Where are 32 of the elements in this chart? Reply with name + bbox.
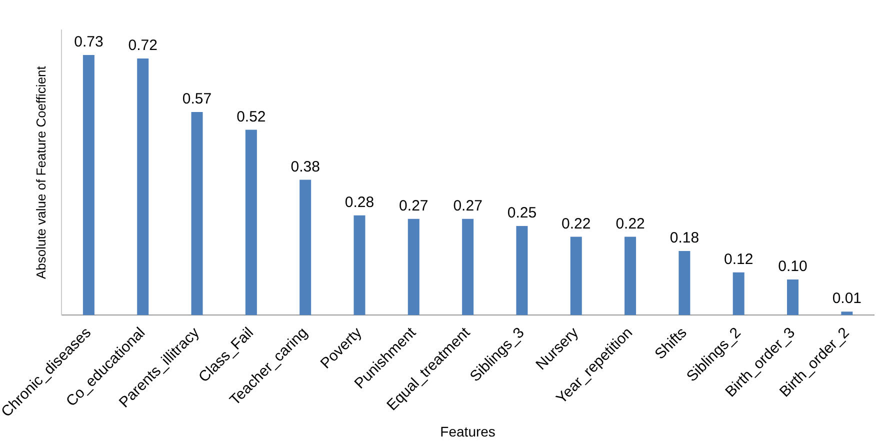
bar xyxy=(137,58,149,316)
bar xyxy=(191,112,203,316)
bar xyxy=(354,215,366,316)
bar xyxy=(300,180,312,316)
data-label: 0.27 xyxy=(399,198,428,215)
data-label: 0.01 xyxy=(832,290,862,308)
bar xyxy=(82,54,94,316)
bar xyxy=(841,312,853,316)
bar xyxy=(678,251,690,316)
bar xyxy=(787,280,799,316)
bar xyxy=(570,236,582,316)
data-label: 0.10 xyxy=(778,258,808,276)
data-label: 0.12 xyxy=(724,251,754,268)
data-label: 0.22 xyxy=(616,215,645,232)
data-label: 0.73 xyxy=(74,34,104,51)
data-label: 0.25 xyxy=(507,204,537,222)
data-label: 0.52 xyxy=(236,108,266,126)
bar xyxy=(462,218,474,316)
data-label: 0.38 xyxy=(290,158,320,176)
data-label: 0.28 xyxy=(344,194,374,211)
data-label: 0.57 xyxy=(182,90,212,108)
bar xyxy=(624,236,636,316)
x-axis-title: Features xyxy=(440,423,496,440)
data-label: 0.72 xyxy=(128,37,158,54)
bar xyxy=(245,130,257,316)
bar xyxy=(732,272,744,316)
y-axis-title: Absolute value of Feature Coefficient xyxy=(33,66,48,280)
data-label: 0.18 xyxy=(670,230,700,247)
data-label: 0.22 xyxy=(562,215,591,232)
bar xyxy=(516,226,528,316)
data-label: 0.27 xyxy=(453,198,482,215)
bar xyxy=(408,218,420,316)
